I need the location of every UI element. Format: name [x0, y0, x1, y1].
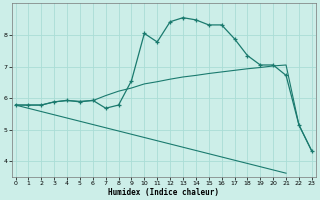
- X-axis label: Humidex (Indice chaleur): Humidex (Indice chaleur): [108, 188, 219, 197]
